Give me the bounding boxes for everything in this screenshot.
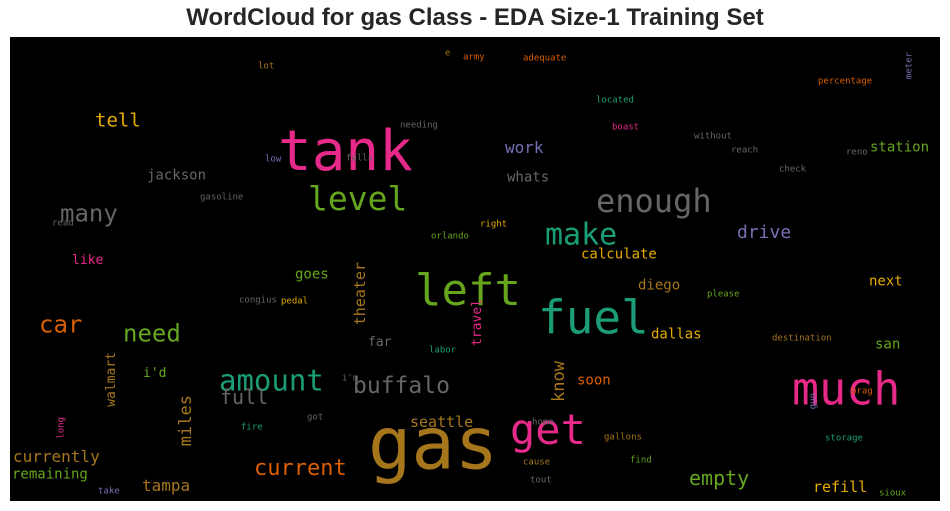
word-needing: needing [400, 121, 438, 131]
word-take: take [98, 487, 120, 497]
word-gasoline: gasoline [200, 193, 243, 203]
word-fire: fire [241, 423, 263, 433]
word-dallas: dallas [651, 327, 702, 343]
wordcloud-canvas: gas tank fuel much left get level enough make amo… [10, 37, 940, 501]
word-many: many [60, 200, 118, 228]
word-percentage: percentage [818, 77, 872, 87]
word-army: army [463, 53, 485, 63]
word-soon: soon [577, 373, 611, 389]
word-amount: amount [219, 364, 324, 398]
word-long: long [57, 417, 67, 439]
word-enough: enough [596, 182, 712, 220]
word-right: right [480, 220, 507, 230]
word-buffalo: buffalo [353, 373, 450, 399]
word-pedal: pedal [281, 297, 308, 307]
word-tampa: tampa [142, 476, 190, 495]
word-low: low [265, 155, 282, 165]
word-left: left [415, 265, 521, 316]
word-travel: travel [470, 299, 485, 346]
word-tout: tout [530, 476, 552, 486]
word-sioux: sioux [879, 489, 907, 499]
word-lot: lot [258, 62, 274, 72]
word-cause: cause [523, 458, 550, 468]
word-gallons: gallons [604, 433, 642, 443]
word-check: check [779, 165, 807, 175]
word-destination: destination [772, 334, 832, 344]
word-without: without [694, 132, 732, 142]
word-i-d: i'd [143, 366, 166, 381]
word-tell: tell [95, 110, 141, 132]
word-level: level [308, 179, 407, 218]
word-far: far [368, 335, 392, 350]
word-currently: currently [13, 447, 100, 466]
word-whats: whats [507, 170, 549, 186]
word-walmart: walmart [104, 352, 119, 407]
word-labor: labor [429, 346, 457, 356]
word-get: get [510, 405, 586, 454]
word-know: know [549, 360, 569, 402]
word-car: car [39, 311, 82, 339]
word-meter: meter [905, 51, 915, 79]
word-need: need [123, 320, 181, 348]
word-falls: falls [346, 154, 373, 164]
word-congius: congius [239, 296, 277, 306]
word-work: work [505, 138, 544, 157]
word-jackson: jackson [147, 168, 206, 184]
word-station: station [870, 140, 929, 156]
word-e: e [445, 49, 450, 59]
word-current: current [254, 456, 347, 481]
word-brag: brag [851, 387, 873, 397]
word-seattle: seattle [410, 413, 473, 431]
word-refill: refill [813, 478, 867, 496]
word-make: make [545, 218, 617, 253]
word-calculate: calculate [581, 247, 657, 263]
word-diego: diego [638, 278, 680, 294]
word-reno: reno [846, 148, 868, 158]
word-tank: tank [278, 119, 413, 184]
word-read: read [52, 219, 74, 229]
word-storage: storage [825, 434, 863, 444]
word-like: like [72, 253, 103, 268]
word-remaining: remaining [12, 467, 88, 483]
word-theater: theater [351, 262, 369, 325]
word-orlando: orlando [431, 232, 469, 242]
word-adequate: adequate [523, 54, 566, 64]
word-fuel: fuel [538, 290, 649, 344]
word-got: got [307, 413, 323, 423]
word-empty: empty [689, 466, 749, 490]
word-san: san [875, 337, 900, 353]
word-drive: drive [737, 222, 791, 243]
chart-title: WordCloud for gas Class - EDA Size-1 Tra… [186, 4, 764, 31]
word-please: please [707, 290, 740, 300]
word-miles: miles [176, 395, 196, 446]
word-gun: gun [809, 393, 819, 409]
word-reach: reach [731, 146, 758, 156]
word-boast: boast [612, 123, 639, 133]
word-full: full [220, 385, 268, 409]
word-goes: goes [295, 267, 329, 283]
word-find: find [630, 456, 652, 466]
word-much: much [792, 363, 900, 416]
word-i-m: i'm [342, 374, 358, 384]
word-gas: gas [368, 402, 498, 486]
word-located: located [596, 96, 634, 106]
word-next: next [869, 274, 903, 290]
word-home: home [532, 418, 554, 428]
